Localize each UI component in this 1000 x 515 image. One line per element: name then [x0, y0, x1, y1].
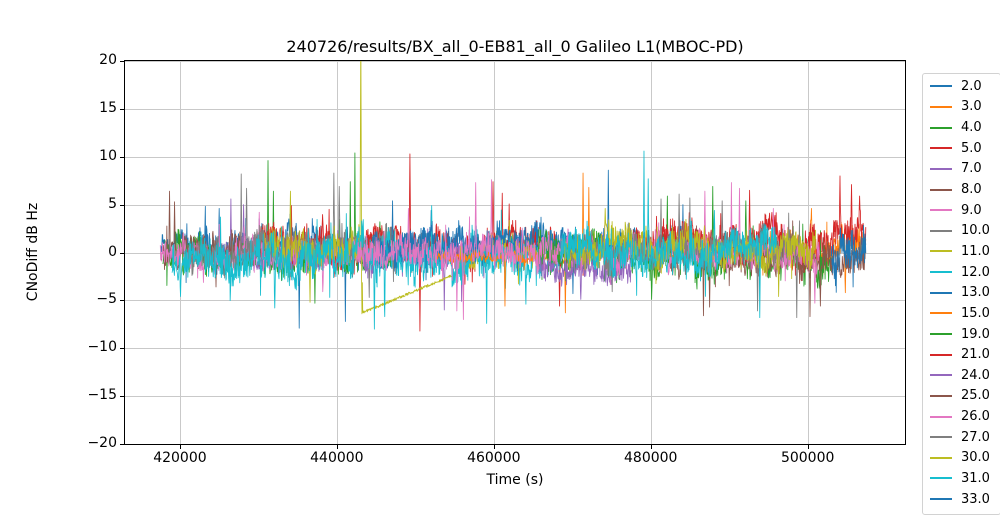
legend-entry: 26.0 [923, 406, 1000, 427]
legend-label: 4.0 [961, 120, 982, 136]
legend-entry: 27.0 [923, 427, 1000, 448]
y-tick-mark [120, 444, 124, 445]
legend-line-sample-icon [930, 312, 952, 315]
legend-entry: 4.0 [923, 117, 1000, 138]
legend-line-sample-icon [930, 126, 952, 129]
legend-line-sample-icon [930, 147, 952, 150]
x-tick-label: 500000 [780, 450, 835, 466]
x-axis-label: Time (s) [486, 472, 544, 488]
legend-entry: 19.0 [923, 324, 1000, 345]
legend-line-sample-icon [930, 477, 952, 480]
legend-entry: 30.0 [923, 448, 1000, 469]
y-tick-label: −15 [87, 387, 117, 404]
y-tick-mark [120, 204, 124, 206]
legend-line-sample-icon [930, 105, 952, 108]
y-tick-label: −10 [87, 339, 117, 356]
legend-label: 26.0 [961, 409, 990, 425]
legend-entry: 12.0 [923, 262, 1000, 283]
plot-canvas [125, 61, 905, 444]
legend-entry: 11.0 [923, 241, 1000, 262]
legend-label: 3.0 [961, 99, 982, 115]
x-tick-label: 420000 [153, 450, 207, 466]
y-tick-label: 20 [99, 52, 117, 68]
legend-line-sample-icon [930, 229, 952, 232]
legend-label: 2.0 [961, 78, 982, 94]
legend-line-sample-icon [930, 456, 952, 459]
legend-line-sample-icon [930, 353, 952, 356]
legend-label: 31.0 [961, 470, 990, 486]
legend-label: 33.0 [961, 491, 990, 507]
x-tick-label: 460000 [467, 450, 521, 466]
legend-line-sample-icon [930, 250, 952, 253]
legend-label: 9.0 [961, 202, 982, 218]
legend-line-sample-icon [930, 271, 952, 274]
legend-label: 12.0 [961, 264, 990, 280]
legend-entry: 10.0 [923, 220, 1000, 241]
legend-label: 24.0 [961, 367, 990, 383]
y-tick-mark [120, 108, 124, 110]
legend: 2.0 3.0 4.0 5.0 7.0 8.0 9.0 10.0 11.0 12.0 13.0 15.… [922, 73, 1000, 515]
legend-line-sample-icon [930, 209, 952, 212]
legend-label: 27.0 [961, 429, 990, 445]
x-tick-label: 440000 [310, 450, 364, 466]
y-tick-mark [120, 252, 124, 254]
legend-label: 10.0 [961, 223, 990, 239]
matplotlib-figure: 240726/results/BX_all_0-EB81_all_0 Galil… [25, 37, 1000, 515]
y-tick-mark [120, 300, 124, 302]
y-tick-label: 10 [99, 147, 117, 164]
y-tick-label: −20 [87, 435, 117, 451]
legend-label: 5.0 [961, 140, 982, 156]
legend-entry: 31.0 [923, 468, 1000, 489]
legend-entry: 8.0 [923, 179, 1000, 200]
legend-line-sample-icon [930, 498, 952, 501]
legend-entry: 21.0 [923, 344, 1000, 365]
legend-line-sample-icon [930, 85, 952, 88]
chart-title: 240726/results/BX_all_0-EB81_all_0 Galil… [286, 37, 744, 56]
legend-entry: 9.0 [923, 200, 1000, 221]
legend-entry: 7.0 [923, 159, 1000, 180]
legend-entry: 3.0 [923, 97, 1000, 118]
x-tick-mark [493, 445, 495, 449]
legend-label: 25.0 [961, 388, 990, 404]
legend-entry: 25.0 [923, 386, 1000, 407]
y-tick-mark [120, 396, 124, 398]
legend-label: 7.0 [961, 161, 982, 177]
legend-entry: 5.0 [923, 138, 1000, 159]
y-tick-mark [120, 348, 124, 350]
legend-entry: 15.0 [923, 303, 1000, 324]
legend-label: 8.0 [961, 182, 982, 198]
y-tick-label: 0 [108, 243, 117, 260]
y-tick-label: 15 [99, 99, 117, 116]
x-tick-mark [179, 445, 181, 449]
y-tick-label: −5 [96, 291, 117, 308]
legend-label: 13.0 [961, 285, 990, 301]
legend-label: 19.0 [961, 326, 990, 342]
legend-line-sample-icon [930, 374, 952, 377]
legend-line-sample-icon [930, 333, 952, 335]
y-axis-label: CNoDiff dB Hz [25, 202, 41, 302]
legend-entry: 13.0 [923, 282, 1000, 303]
x-tick-label: 480000 [624, 450, 678, 466]
plot-area [124, 60, 906, 445]
legend-line-sample-icon [930, 436, 952, 439]
legend-line-sample-icon [930, 394, 952, 397]
y-tick-mark [120, 61, 124, 62]
y-tick-mark [120, 156, 124, 158]
legend-entry: 33.0 [923, 489, 1000, 510]
y-tick-label: 5 [108, 195, 117, 212]
legend-line-sample-icon [930, 167, 952, 170]
legend-line-sample-icon [930, 415, 952, 418]
legend-line-sample-icon [930, 188, 952, 191]
legend-label: 15.0 [961, 305, 990, 321]
legend-label: 21.0 [961, 347, 990, 363]
legend-entry: 24.0 [923, 365, 1000, 386]
legend-entry: 2.0 [923, 76, 1000, 97]
x-tick-mark [650, 445, 652, 449]
x-tick-mark [336, 445, 338, 449]
legend-line-sample-icon [930, 291, 952, 294]
legend-label: 11.0 [961, 243, 990, 259]
x-tick-mark [807, 445, 809, 449]
legend-label: 30.0 [961, 450, 990, 466]
